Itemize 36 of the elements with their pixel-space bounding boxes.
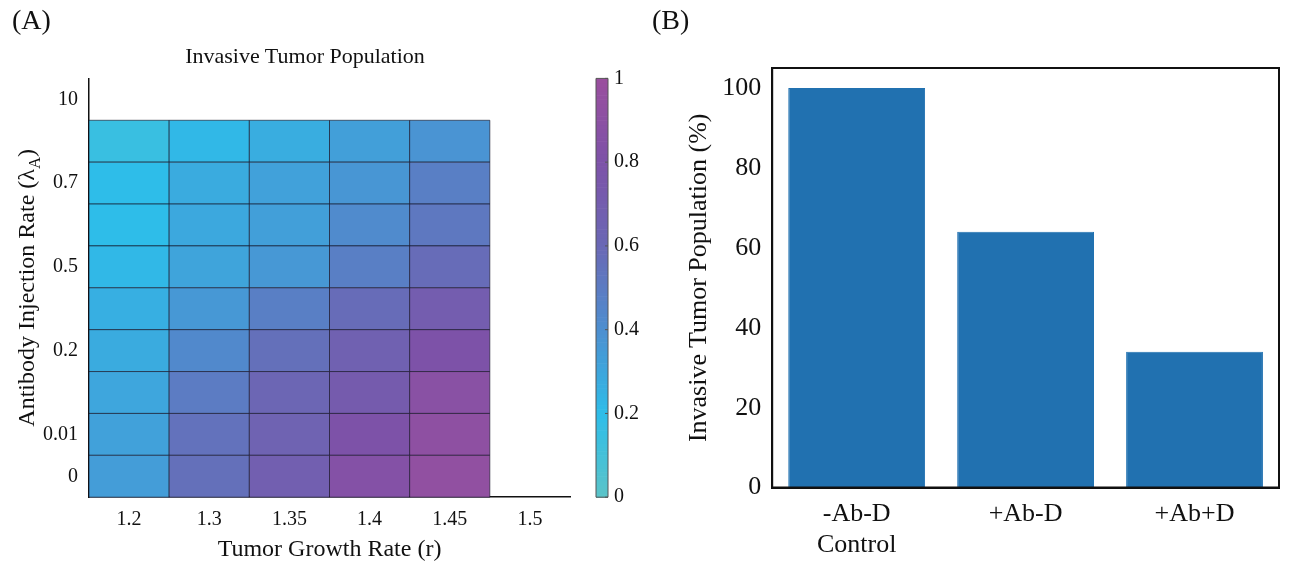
x-tick-label: -Ab-D Control <box>816 498 897 559</box>
x-tick-label: 1.3 <box>196 507 222 530</box>
y-axis-title: Invasive Tumor Population (%) <box>683 113 713 443</box>
y-tick-label: 80 <box>735 151 762 181</box>
y-tick-label: 0.5 <box>53 254 78 277</box>
y-axis-title: Antibody Injection Rate (λA) <box>13 148 44 427</box>
color-bar-label: 0.2 <box>614 400 639 423</box>
color-bar-label: 0.8 <box>614 149 639 172</box>
color-bar-label: 0.6 <box>614 233 639 256</box>
bar <box>1126 351 1263 488</box>
y-tick-label: 0 <box>748 471 762 501</box>
y-tick-label: 60 <box>735 231 762 261</box>
x-tick-label: +Ab-D <box>988 498 1063 528</box>
text: (B) <box>652 4 690 36</box>
chart-title: Invasive Tumor Population <box>185 42 425 68</box>
y-tick-label: 20 <box>735 391 762 421</box>
x-axis-title: Tumor Growth Rate (r) <box>217 534 442 561</box>
color-bar-label: 1 <box>614 65 624 88</box>
bar <box>788 87 926 488</box>
y-tick-label: 0.7 <box>53 170 78 193</box>
x-tick-label: 1.2 <box>116 507 142 530</box>
bar <box>957 231 1095 488</box>
y-tick-label: 40 <box>735 311 762 341</box>
color-bar-label: 0.4 <box>614 316 639 339</box>
y-tick-label: 10 <box>58 86 78 109</box>
x-tick-label: 1.4 <box>357 507 383 530</box>
y-tick-label: 0 <box>68 463 78 486</box>
x-tick-label: 1.5 <box>517 507 543 530</box>
x-tick-label: 1.45 <box>432 507 468 530</box>
y-tick-label: 100 <box>722 71 762 101</box>
y-tick-label: 0.2 <box>53 337 78 360</box>
x-tick-label: +Ab+D <box>1154 498 1235 528</box>
x-tick-label: 1.35 <box>271 507 307 530</box>
y-tick-label: 0.01 <box>43 421 78 444</box>
color-bar-label: 0 <box>614 484 624 507</box>
text: (A) <box>12 4 51 36</box>
